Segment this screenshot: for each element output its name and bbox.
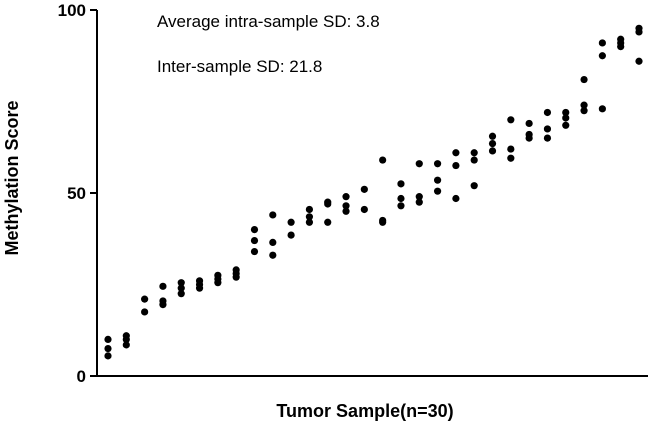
data-point-11-29 — [287, 218, 295, 226]
data-point-18-48 — [415, 160, 423, 168]
data-point-19-51 — [433, 160, 442, 168]
data-point-1-2 — [104, 352, 112, 360]
y-tick-label-0: 0 — [77, 367, 86, 386]
data-point-28-78 — [598, 39, 606, 47]
data-point-30-85 — [635, 28, 643, 36]
annotation-inter-sample-sd: Inter-sample SD: 21.8 — [157, 57, 322, 76]
data-point-13-35 — [324, 200, 332, 208]
data-point-9-25 — [250, 247, 259, 256]
data-point-22-61 — [488, 139, 497, 148]
data-point-9-23 — [250, 226, 259, 234]
data-point-17-45 — [397, 180, 405, 188]
data-point-9-24 — [250, 236, 259, 245]
data-point-16-42 — [379, 156, 387, 164]
data-point-18-49 — [415, 193, 423, 201]
data-point-27-75 — [580, 75, 588, 84]
data-point-20-56 — [452, 194, 460, 203]
data-point-10-26 — [269, 211, 277, 219]
data-point-5-13 — [177, 290, 185, 298]
data-point-20-54 — [452, 149, 460, 157]
data-point-2-5 — [122, 341, 130, 349]
data-point-29-83 — [617, 43, 625, 51]
data-point-25-71 — [543, 134, 552, 142]
data-point-5-12 — [177, 284, 185, 292]
data-point-8-22 — [232, 273, 240, 281]
data-point-7-19 — [214, 279, 222, 287]
data-point-25-69 — [543, 108, 552, 117]
data-point-4-8 — [159, 282, 167, 290]
data-point-26-74 — [562, 121, 570, 129]
data-point-19-52 — [433, 176, 442, 184]
data-point-14-37 — [342, 193, 350, 201]
data-point-27-76 — [580, 101, 588, 109]
data-point-17-47 — [397, 202, 405, 210]
data-point-21-57 — [470, 149, 478, 157]
data-points — [104, 24, 643, 360]
data-point-11-30 — [287, 231, 295, 239]
data-point-21-59 — [470, 182, 478, 190]
data-point-10-27 — [269, 238, 277, 247]
data-point-17-46 — [397, 194, 405, 203]
data-point-22-60 — [488, 132, 497, 140]
data-point-24-66 — [525, 119, 533, 128]
data-point-25-70 — [543, 125, 552, 133]
y-axis-title: Methylation Score — [2, 100, 22, 255]
data-point-2-4 — [122, 335, 130, 343]
data-point-28-80 — [598, 105, 606, 113]
y-tick-label-100: 100 — [58, 1, 86, 20]
data-point-21-58 — [470, 156, 478, 164]
data-point-23-65 — [507, 154, 515, 162]
data-point-24-68 — [525, 134, 533, 142]
data-point-18-50 — [415, 198, 423, 206]
data-point-28-79 — [598, 52, 606, 60]
data-point-27-77 — [580, 107, 588, 115]
data-point-15-41 — [360, 205, 368, 214]
data-point-26-73 — [562, 114, 570, 122]
data-point-5-11 — [177, 279, 185, 287]
data-point-23-63 — [507, 116, 515, 124]
data-point-12-31 — [305, 205, 314, 214]
data-point-12-32 — [305, 213, 314, 221]
data-point-13-36 — [324, 218, 332, 226]
data-point-4-10 — [159, 301, 167, 309]
data-point-26-72 — [562, 108, 570, 117]
data-point-22-62 — [488, 147, 497, 155]
data-point-15-40 — [360, 185, 368, 193]
data-point-14-38 — [342, 202, 350, 210]
data-point-1-0 — [104, 335, 112, 343]
data-point-1-1 — [104, 344, 112, 353]
data-point-16-44 — [379, 218, 387, 226]
y-axis: 100 50 0 — [58, 1, 98, 386]
annotation-intra-sample-sd: Average intra-sample SD: 3.8 — [157, 12, 380, 31]
data-point-19-53 — [433, 187, 442, 195]
data-point-12-33 — [305, 218, 314, 226]
y-tick-label-50: 50 — [67, 184, 86, 203]
data-point-6-16 — [195, 284, 204, 292]
data-point-3-6 — [141, 295, 149, 303]
data-point-10-28 — [269, 251, 277, 259]
data-point-23-64 — [507, 145, 515, 153]
data-point-20-55 — [452, 161, 460, 170]
data-point-3-7 — [141, 308, 149, 316]
data-point-30-86 — [635, 57, 643, 65]
data-point-14-39 — [342, 207, 350, 215]
x-axis-title: Tumor Sample(n=30) — [276, 401, 453, 421]
